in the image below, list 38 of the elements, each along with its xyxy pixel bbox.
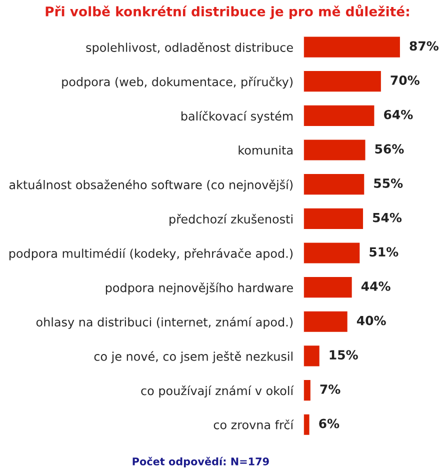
data-label: 44% — [361, 281, 390, 291]
data-label: 55% — [374, 178, 403, 188]
data-label: 7% — [320, 384, 340, 394]
bar — [303, 276, 354, 299]
y-tick-label: aktuálnost obsaženého software (co nejnovější) — [9, 180, 293, 192]
bar — [303, 172, 366, 196]
data-label: 15% — [330, 350, 358, 360]
y-tick-label: ohlasy na distribuci (internet, známí apod.) — [36, 316, 293, 329]
y-tick-label: podpora (web, dokumentace, příručky) — [62, 76, 293, 89]
y-tick-label: co je nové, co jsem ještě nezkusil — [94, 351, 292, 364]
data-label: 6% — [319, 418, 340, 428]
y-tick-label: spolehlivost, odladěnost distribuce — [86, 42, 293, 54]
y-tick-label: předchozí zkušenosti — [170, 214, 292, 226]
data-label: 87% — [410, 41, 438, 51]
bar — [303, 412, 311, 436]
text: Počet odpovědí: N=179 — [132, 456, 269, 468]
bar — [303, 35, 402, 59]
y-tick-label: co používají známí v okolí — [141, 386, 294, 398]
y-tick-label: co zrovna frčí — [214, 420, 294, 430]
data-label: 54% — [373, 212, 402, 222]
y-tick-label: komunita — [238, 145, 292, 155]
chart-title: Při volbě konkrétní distribuce je pro mě důležité: — [46, 4, 409, 20]
bar — [303, 70, 382, 94]
bar — [303, 344, 321, 368]
bar — [303, 206, 364, 230]
y-tick-label: balíčkovací systém — [181, 110, 293, 123]
data-label: 56% — [375, 144, 404, 154]
data-label: 40% — [356, 316, 386, 326]
bar — [303, 104, 376, 128]
y-tick-label: podpora nejnovějšího hardware — [106, 282, 293, 295]
data-label: 64% — [384, 110, 413, 120]
bar — [303, 310, 349, 334]
bar — [303, 378, 312, 402]
y-tick-label: podpora multimédií (kodeky, přehrávače apod.) — [9, 248, 293, 260]
bar — [303, 138, 367, 162]
data-label: 51% — [370, 247, 398, 257]
data-label: 70% — [390, 76, 420, 85]
bar — [303, 241, 362, 265]
